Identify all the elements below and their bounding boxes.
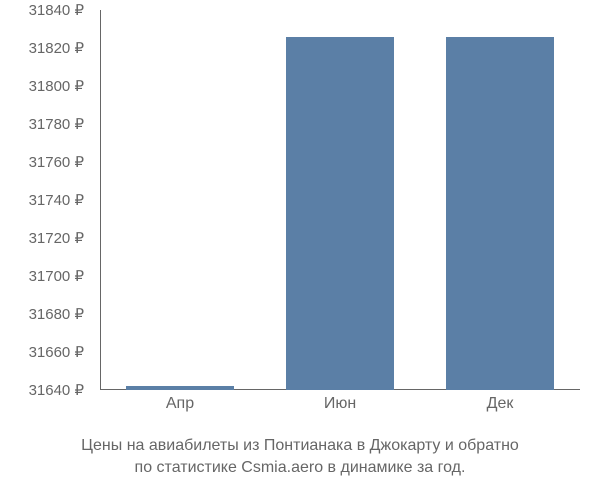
y-tick-label: 31680 ₽ [29, 305, 84, 323]
x-tick-label: Дек [487, 395, 514, 413]
caption-line-2: по статистике Csmia.aero в динамике за г… [135, 459, 466, 476]
y-tick-label: 31760 ₽ [29, 153, 84, 171]
plot [100, 10, 580, 390]
y-axis-labels: 31640 ₽31660 ₽31680 ₽31700 ₽31720 ₽31740… [0, 4, 92, 384]
y-tick-label: 31700 ₽ [29, 267, 84, 285]
bar [446, 37, 555, 390]
x-tick-label: Апр [166, 395, 194, 413]
chart-caption: Цены на авиабилеты из Понтианака в Джока… [0, 435, 600, 480]
bar [286, 37, 395, 390]
y-axis-line [100, 10, 101, 390]
x-tick-label: Июн [324, 395, 356, 413]
y-tick-label: 31740 ₽ [29, 191, 84, 209]
y-tick-label: 31660 ₽ [29, 343, 84, 361]
y-tick-label: 31820 ₽ [29, 39, 84, 57]
chart-plot-area [100, 10, 580, 390]
bar [126, 386, 235, 390]
caption-line-1: Цены на авиабилеты из Понтианака в Джока… [81, 437, 519, 454]
y-tick-label: 31800 ₽ [29, 77, 84, 95]
x-axis-labels: Апр Июн Дек [100, 395, 580, 425]
y-tick-label: 31720 ₽ [29, 229, 84, 247]
y-tick-label: 31840 ₽ [29, 1, 84, 19]
y-tick-label: 31780 ₽ [29, 115, 84, 133]
y-tick-label: 31640 ₽ [29, 381, 84, 399]
